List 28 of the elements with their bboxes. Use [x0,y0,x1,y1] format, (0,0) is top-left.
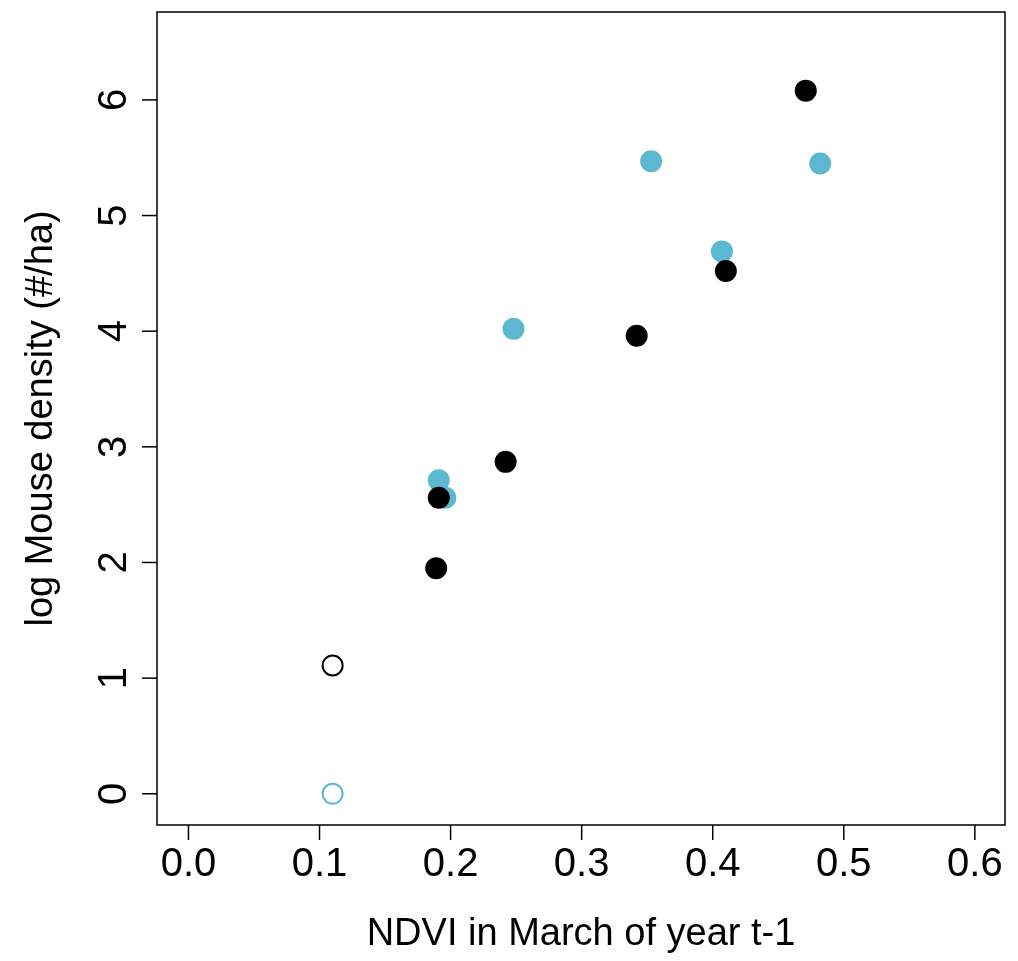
point [321,782,344,805]
x-tick-label: 0.3 [553,840,610,885]
point [640,150,663,173]
y-tick-label: 5 [90,204,135,227]
point [714,260,737,283]
x-tick-label: 0.1 [291,840,348,885]
y-tick-label: 0 [90,782,135,805]
point [494,450,517,473]
x-tick-label: 0.0 [160,840,217,885]
y-axis-title: log Mouse density (#/ha) [18,210,61,627]
x-axis-title: NDVI in March of year t-1 [366,911,796,954]
y-tick-label: 1 [90,667,135,690]
point [625,324,648,347]
y-tick-label: 2 [90,551,135,574]
point [809,152,832,175]
point [427,486,450,509]
y-tick-label: 4 [90,320,135,343]
y-tick-label: 3 [90,435,135,458]
point [321,654,344,677]
y-tick-label: 6 [90,88,135,112]
x-tick-label: 0.5 [815,840,872,885]
x-tick-label: 0.6 [947,840,1003,885]
point [710,240,733,263]
x-tick-label: 0.4 [684,840,741,885]
point [425,557,448,580]
point [502,317,525,340]
x-tick-label: 0.2 [422,840,479,885]
point [794,79,817,102]
